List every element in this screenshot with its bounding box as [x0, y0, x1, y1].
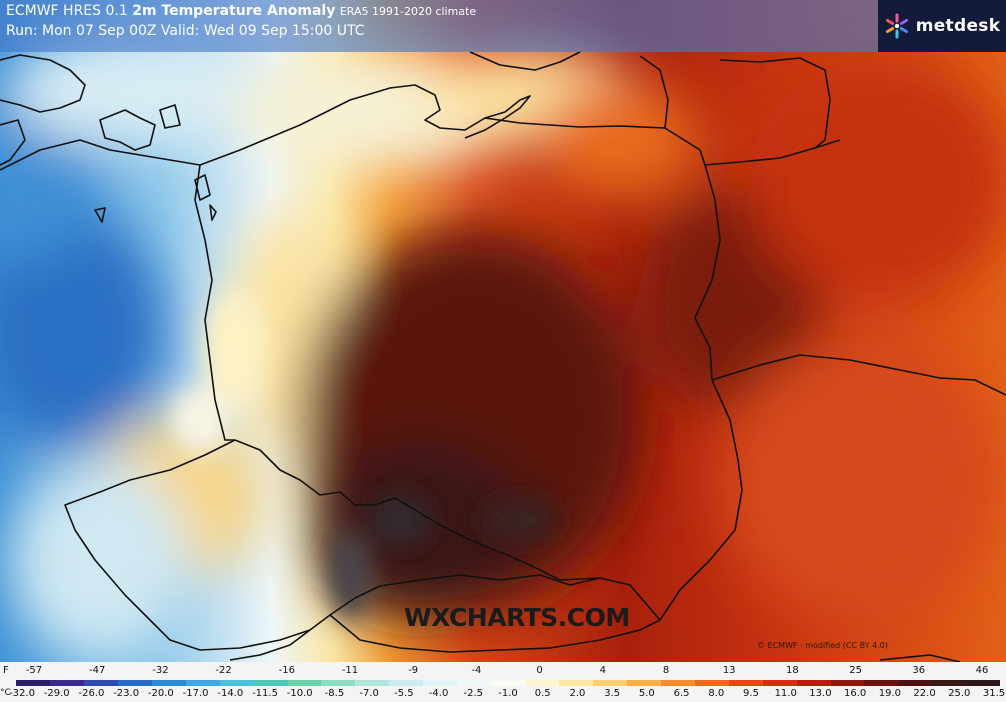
- fahrenheit-tick: -4: [471, 665, 482, 676]
- celsius-tick: 0.5: [534, 688, 551, 699]
- metdesk-logo[interactable]: metdesk: [878, 0, 1006, 52]
- legend-swatch: [151, 680, 186, 686]
- celsius-unit: °C: [0, 688, 11, 698]
- legend-swatch: [694, 680, 729, 686]
- legend-swatch: [559, 680, 593, 686]
- country-borders: [0, 51, 1006, 662]
- legend-swatch: [898, 680, 933, 686]
- celsius-tick: -14.0: [217, 688, 244, 699]
- legend-swatch: [932, 680, 967, 686]
- legend-swatch: [355, 680, 390, 686]
- fahrenheit-tick: -32: [152, 665, 169, 676]
- fahrenheit-tick: -57: [25, 665, 43, 676]
- legend-swatch: [389, 680, 424, 686]
- anomaly-detail: [172, 290, 560, 620]
- fahrenheit-tick: 13: [722, 665, 736, 676]
- fahrenheit-tick: -9: [408, 665, 419, 676]
- celsius-tick: -7.0: [359, 688, 379, 699]
- celsius-tick: -4.0: [428, 688, 449, 699]
- celsius-tick: -17.0: [182, 688, 209, 699]
- header-title-line: ECMWF HRES 0.1 2m Temperature Anomaly ER…: [6, 2, 872, 21]
- model-name: ECMWF HRES 0.1: [6, 3, 128, 19]
- celsius-tick: 3.5: [604, 688, 621, 699]
- celsius-tick: -10.0: [286, 688, 313, 699]
- celsius-tick: -1.0: [498, 688, 518, 699]
- brand-name: metdesk: [915, 16, 1001, 36]
- legend-swatch: [287, 680, 322, 686]
- celsius-tick: -20.0: [147, 688, 174, 699]
- legend-swatch: [117, 680, 152, 686]
- celsius-tick: -26.0: [78, 688, 105, 699]
- fahrenheit-tick: 46: [975, 665, 989, 676]
- anomaly-map: [0, 0, 1006, 662]
- celsius-tick: 5.0: [638, 688, 655, 699]
- legend-swatch: [321, 680, 356, 686]
- legend-swatch: [626, 680, 661, 686]
- celsius-tick: 25.0: [948, 688, 971, 699]
- celsius-tick: -29.0: [43, 688, 70, 699]
- fahrenheit-tick: -16: [278, 665, 295, 676]
- legend-swatch: [219, 680, 254, 686]
- celsius-tick: -8.5: [324, 688, 345, 699]
- legend-swatch: [796, 680, 831, 686]
- legend-swatch: [49, 680, 84, 686]
- legend-swatch: [83, 680, 118, 686]
- celsius-tick: 22.0: [913, 688, 936, 699]
- fahrenheit-tick: -22: [215, 665, 232, 676]
- fahrenheit-tick: 25: [849, 665, 862, 676]
- ecmwf-credit: © ECMWF · modified (CC BY 4.0): [757, 641, 888, 650]
- climate-reference: ERA5 1991-2020 climate: [339, 5, 477, 18]
- anomaly-patches: [0, 30, 1006, 660]
- legend-color-bar: [16, 680, 1001, 686]
- celsius-tick: -32.0: [9, 688, 35, 699]
- legend-swatch: [864, 680, 899, 686]
- celsius-tick: 8.0: [708, 688, 725, 699]
- product-name: 2m Temperature Anomaly: [132, 3, 336, 19]
- legend-swatch: [592, 680, 627, 686]
- legend-swatch: [525, 680, 559, 686]
- celsius-tick: 13.0: [809, 688, 832, 699]
- fahrenheit-tick: -11: [341, 665, 359, 676]
- fahrenheit-unit: F: [3, 665, 9, 676]
- chart-header: ECMWF HRES 0.1 2m Temperature Anomaly ER…: [0, 0, 878, 52]
- celsius-tick: 2.0: [569, 688, 586, 699]
- fahrenheit-tick: 0: [536, 665, 543, 676]
- fahrenheit-tick: -47: [89, 665, 106, 676]
- wxcharts-watermark: WXCHARTS.COM: [404, 603, 630, 632]
- fahrenheit-tick: 36: [912, 665, 926, 676]
- fahrenheit-tick: 4: [599, 665, 606, 676]
- legend-swatch: [16, 680, 50, 686]
- celsius-tick: -11.5: [252, 688, 278, 699]
- legend-swatch: [253, 680, 288, 686]
- legend-swatch: [966, 680, 1001, 686]
- celsius-tick: 11.0: [774, 688, 797, 699]
- legend-swatch: [457, 680, 492, 686]
- legend-swatch: [830, 680, 865, 686]
- celsius-tick: -2.5: [463, 688, 484, 699]
- fahrenheit-tick: 8: [662, 665, 670, 676]
- run-valid-time: Run: Mon 07 Sep 00Z Valid: Wed 09 Sep 15…: [6, 23, 365, 39]
- legend-swatch: [185, 680, 220, 686]
- legend-swatch: [762, 680, 797, 686]
- fahrenheit-tick: 18: [786, 665, 799, 676]
- color-legend: F °C -57 -47 -32 -22 -16 -11 -9 -4 0 4 8 13 18 25 36 46…: [0, 662, 1006, 702]
- legend-swatch: [728, 680, 763, 686]
- celsius-tick: 9.5: [743, 688, 759, 699]
- celsius-tick: 6.5: [673, 688, 690, 699]
- celsius-tick: -23.0: [113, 688, 140, 699]
- legend-swatch: [491, 680, 526, 686]
- celsius-tick: -5.5: [394, 688, 414, 699]
- celsius-tick: 31.5: [982, 688, 1006, 699]
- celsius-tick: 16.0: [844, 688, 867, 699]
- sunburst-icon: [885, 13, 908, 39]
- legend-swatch: [423, 680, 458, 686]
- celsius-tick: 19.0: [878, 688, 901, 699]
- legend-swatch: [660, 680, 695, 686]
